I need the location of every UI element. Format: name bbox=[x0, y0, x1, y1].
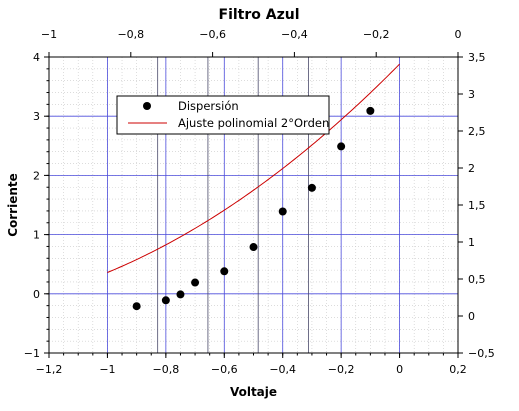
top-x-tick-label: −1 bbox=[41, 28, 57, 41]
scatter-point bbox=[132, 302, 141, 311]
y-tick-label: 0 bbox=[33, 288, 40, 301]
x-tick-label: −0,6 bbox=[211, 363, 238, 376]
right-y-tick-label: 2,5 bbox=[468, 125, 486, 138]
y-tick-label: 4 bbox=[33, 51, 40, 64]
right-y-tick-label: 3 bbox=[468, 88, 475, 101]
scatter-point bbox=[249, 243, 258, 252]
x-tick-label: −0,4 bbox=[269, 363, 296, 376]
ticks-layer bbox=[44, 52, 463, 358]
right-y-tick-label: 3,5 bbox=[468, 51, 486, 64]
x-tick-label: −1,2 bbox=[36, 363, 63, 376]
scatter-point bbox=[191, 278, 200, 287]
x-axis-title: Voltaje bbox=[230, 385, 277, 399]
right-y-tick-label: 0 bbox=[468, 310, 475, 323]
legend-scatter-marker bbox=[143, 102, 151, 110]
scatter-point bbox=[366, 106, 375, 115]
x-tick-label: −1 bbox=[99, 363, 115, 376]
top-x-tick-label: 0 bbox=[455, 28, 462, 41]
x-tick-label: −0,2 bbox=[328, 363, 355, 376]
y-tick-label: −1 bbox=[24, 347, 40, 360]
right-y-tick-label: 2 bbox=[468, 162, 475, 175]
legend-box bbox=[116, 95, 330, 135]
points-layer bbox=[132, 106, 375, 311]
y-axis-title: Corriente bbox=[6, 173, 20, 237]
top-x-tick-label: −0,6 bbox=[199, 28, 226, 41]
scatter-point bbox=[307, 183, 316, 192]
y-tick-label: 1 bbox=[33, 229, 40, 242]
scatter-point bbox=[161, 296, 170, 305]
top-x-tick-label: −0,2 bbox=[363, 28, 390, 41]
top-x-tick-label: −0,8 bbox=[117, 28, 144, 41]
right-y-tick-label: 0,5 bbox=[468, 273, 486, 286]
fit-layer bbox=[107, 63, 400, 273]
fit-curve bbox=[107, 63, 400, 273]
scatter-point bbox=[337, 142, 346, 151]
x-tick-label: 0 bbox=[396, 363, 403, 376]
top-x-tick-label: −0,4 bbox=[281, 28, 308, 41]
x-tick-label: −0,8 bbox=[152, 363, 179, 376]
y-tick-label: 3 bbox=[33, 110, 40, 123]
y-tick-label: 2 bbox=[33, 169, 40, 182]
legend-label-fit: Ajuste polinomial 2°Orden bbox=[178, 116, 329, 130]
legend: Dispersión Ajuste polinomial 2°Orden bbox=[116, 95, 330, 135]
right-y-tick-label: 1 bbox=[468, 236, 475, 249]
legend-label-scatter: Dispersión bbox=[178, 99, 239, 113]
scatter-point bbox=[220, 267, 229, 276]
scatter-point bbox=[278, 207, 287, 216]
x-tick-label: 0,2 bbox=[449, 363, 467, 376]
right-y-tick-label: −0,5 bbox=[468, 347, 495, 360]
chart-title: Filtro Azul bbox=[219, 7, 300, 23]
right-y-tick-label: 1,5 bbox=[468, 199, 486, 212]
scatter-point bbox=[176, 290, 185, 299]
